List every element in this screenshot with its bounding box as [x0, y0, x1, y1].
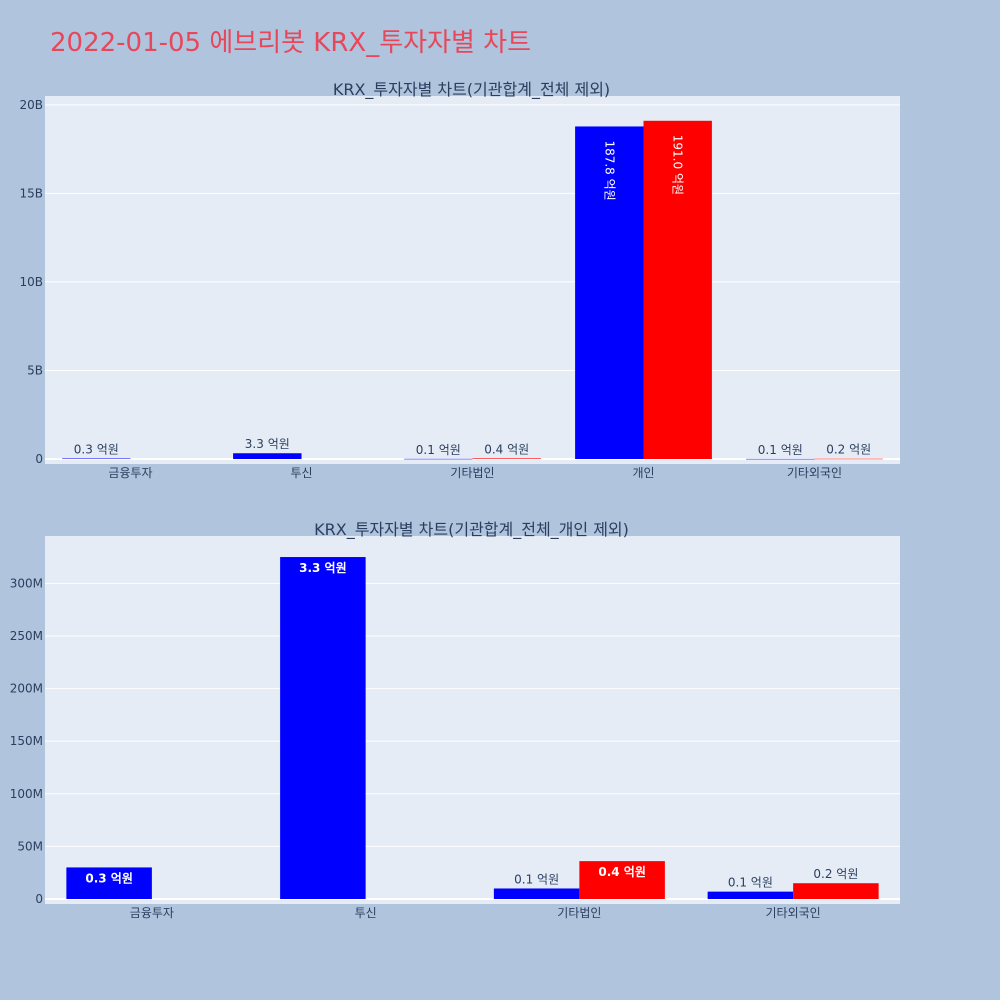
chart-title: KRX_투자자별 차트(기관합계_전체_개인 제외) [314, 520, 629, 540]
data-label: 0.2 억원 [813, 867, 858, 881]
x-tick-label: 금융투자 [108, 466, 152, 480]
x-tick-label: 기타법인 [450, 466, 494, 480]
x-tick-label: 금융투자 [130, 906, 174, 920]
x-tick-label: 기타외국인 [787, 466, 842, 480]
y-tick-label: 300M [10, 576, 43, 590]
x-tick-label: 투신 [290, 466, 312, 480]
chart-title: KRX_투자자별 차트(기관합계_전체 제외) [333, 80, 610, 100]
y-tick-label: 150M [10, 734, 43, 748]
data-label: 0.1 억원 [514, 872, 559, 886]
y-tick-label: 50M [17, 839, 43, 853]
bar [472, 458, 541, 459]
bar [814, 458, 883, 460]
plot-area [45, 96, 900, 464]
page-title: 2022-01-05 에브리봇 KRX_투자자별 차트 [50, 28, 532, 58]
bar [575, 126, 644, 459]
y-tick-label: 10B [19, 275, 43, 289]
data-label: 0.1 억원 [758, 443, 803, 457]
y-tick-label: 0 [35, 892, 43, 906]
bar [280, 557, 366, 899]
x-tick-label: 기타법인 [557, 906, 601, 920]
y-tick-label: 20B [19, 98, 43, 112]
data-label: 3.3 억원 [299, 561, 347, 575]
x-tick-label: 기타외국인 [766, 906, 821, 920]
x-tick-label: 투신 [355, 906, 377, 920]
y-tick-label: 15B [19, 186, 43, 200]
bar [62, 458, 131, 459]
bar [404, 458, 473, 460]
y-tick-label: 0 [35, 452, 43, 466]
data-label: 191.0 억원 [671, 135, 685, 195]
bar [579, 861, 665, 899]
bar [233, 453, 302, 459]
bar [643, 120, 712, 459]
data-label: 0.3 억원 [85, 871, 133, 885]
bar [66, 867, 152, 899]
bar [707, 891, 794, 899]
y-tick-label: 200M [10, 682, 43, 696]
data-label: 0.2 억원 [826, 443, 871, 457]
x-tick-label: 개인 [632, 466, 654, 480]
y-tick-label: 100M [10, 787, 43, 801]
plot-area [45, 536, 900, 904]
data-label: 0.1 억원 [416, 443, 461, 457]
data-label: 0.3 억원 [74, 442, 119, 456]
bar [746, 458, 815, 460]
chart-1: 0 5B 10B 15B 20B KRX_투자자별 차트(기관합계_전체 제외) 0.3 억… [19, 80, 900, 480]
y-tick-label: 250M [10, 629, 43, 643]
y-tick-label: 5B [27, 363, 43, 377]
bar [793, 883, 879, 899]
data-label: 0.4 억원 [484, 442, 529, 456]
bar [493, 888, 580, 899]
data-label: 187.8 억원 [602, 140, 616, 200]
data-label: 3.3 억원 [245, 437, 290, 451]
data-label: 0.4 억원 [598, 865, 646, 879]
data-label: 0.1 억원 [728, 876, 773, 890]
chart-2: 0 50M 100M 150M 200M 250M 300M KRX_투자자별 차트(기관합계… [10, 520, 900, 920]
